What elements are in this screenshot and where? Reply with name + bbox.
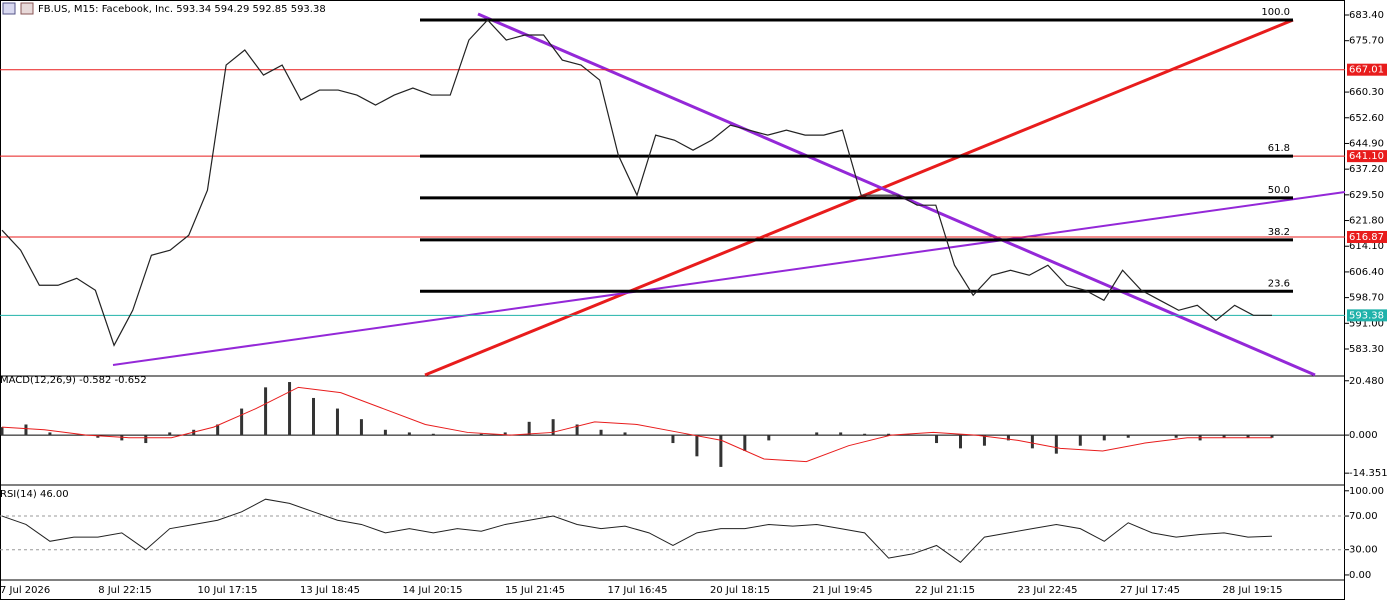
x-tick-label: 23 Jul 22:45 [1018,585,1078,596]
fib-label: 61.8 [1268,143,1290,154]
fib-label: 23.6 [1268,278,1290,289]
y-tick-label: 591.00 [1349,318,1384,329]
y-tick-label: 683.40 [1349,10,1384,21]
x-tick-label: 21 Jul 19:45 [813,585,873,596]
price-tag-label: 593.38 [1349,310,1384,321]
fib-label: 38.2 [1268,227,1290,238]
fib-label: 50.0 [1268,185,1290,196]
x-tick-label: 15 Jul 21:45 [505,585,565,596]
y-tick-label: 100.00 [1349,486,1384,497]
x-tick-label: 10 Jul 17:15 [198,585,258,596]
price-tag-label: 641.10 [1349,151,1384,162]
x-tick-label: 8 Jul 22:15 [98,585,152,596]
y-tick-label: 606.40 [1349,267,1384,278]
x-tick-label: 14 Jul 20:15 [403,585,463,596]
price-tag [1347,230,1387,243]
chart-title: FB.US, M15: Facebook, Inc. 593.34 594.29… [38,4,326,15]
y-tick-label: 0.00 [1349,570,1371,581]
price-tag-label: 667.01 [1349,65,1384,76]
y-tick-label: 614.10 [1349,241,1384,252]
price-tag [1347,150,1387,163]
price-tag-label: 616.87 [1349,232,1384,243]
price-tag [1347,63,1387,76]
y-tick-label: 20.480 [1349,376,1384,387]
y-tick-label: 675.70 [1349,36,1384,47]
fib-label: 100.0 [1261,7,1290,18]
y-tick-label: 30.00 [1349,545,1378,556]
macd-title: MACD(12,26,9) -0.582 -0.652 [0,375,147,386]
y-tick-label: 621.80 [1349,216,1384,227]
y-tick-label: 652.60 [1349,113,1384,124]
icon[interactable] [20,2,34,15]
x-tick-label: 27 Jul 17:45 [1120,585,1180,596]
y-tick-label: 70.00 [1349,511,1378,522]
y-tick-label: 660.30 [1349,87,1384,98]
x-tick-label: 17 Jul 16:45 [608,585,668,596]
rsi-line [1,498,1273,563]
x-tick-label: 28 Jul 19:15 [1223,585,1283,596]
y-tick-label: 644.90 [1349,138,1384,149]
y-tick-label: 598.70 [1349,293,1384,304]
signal-line [1,386,1272,463]
y-tick-label: 637.20 [1349,164,1384,175]
icon[interactable] [2,2,16,15]
price-line [1,19,1272,347]
trend-line [477,12,1316,377]
price-tag [1347,309,1387,322]
x-tick-label: 20 Jul 18:15 [710,585,770,596]
rsi-title: RSI(14) 46.00 [0,489,69,500]
y-tick-label: 629.50 [1349,190,1384,201]
y-tick-label: 0.000 [1349,430,1378,441]
x-tick-label: 22 Jul 21:15 [915,585,975,596]
x-tick-label: 13 Jul 18:45 [300,585,360,596]
y-tick-label: -14.351 [1349,468,1388,479]
trend-line [112,191,1346,366]
x-tick-label: 7 Jul 2026 [0,585,50,596]
y-tick-label: 583.30 [1349,344,1384,355]
